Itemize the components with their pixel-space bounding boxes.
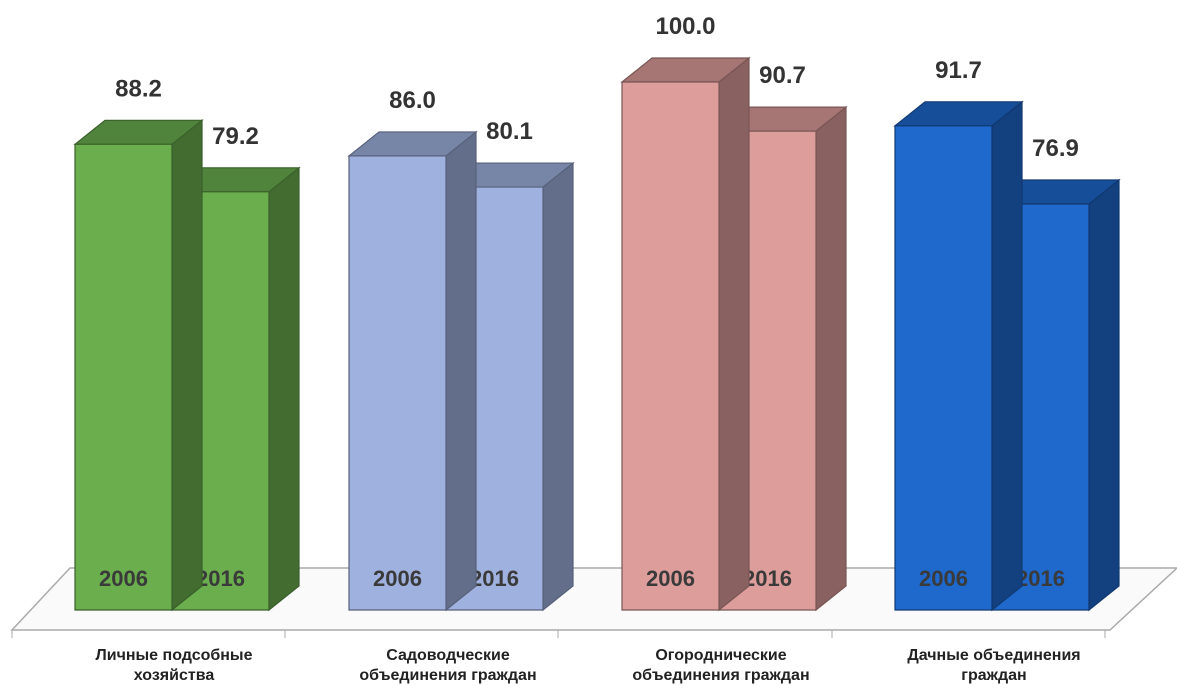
value-label: 79.2	[212, 123, 259, 150]
series-label: 2006	[99, 566, 148, 591]
bar-face	[542, 161, 574, 612]
category-label: граждан	[961, 667, 1026, 684]
floor-ticks	[11, 630, 1106, 638]
category-label: объединения граждан	[632, 667, 809, 684]
category-label: Личные подсобные	[96, 647, 253, 664]
value-label: 86.0	[389, 87, 436, 114]
series-label: 2016	[470, 566, 519, 591]
series-label: 2006	[919, 566, 968, 591]
series-label: 2006	[373, 566, 422, 591]
series-label: 2016	[196, 566, 245, 591]
category-label: Садоводческие	[386, 647, 510, 664]
value-label: 90.7	[759, 62, 806, 89]
category-label: Огороднические	[655, 647, 786, 664]
bar	[620, 56, 751, 612]
bar-face	[621, 81, 720, 611]
series-label: 2006	[646, 566, 695, 591]
category-label: Дачные объединения	[907, 647, 1080, 664]
series-label: 2016	[1016, 566, 1065, 591]
bar-face	[171, 119, 203, 612]
bar-face	[445, 130, 477, 612]
bar-face	[74, 143, 173, 611]
floor	[10, 567, 1177, 631]
category-label: объединения граждан	[359, 667, 536, 684]
bar	[893, 100, 1024, 612]
value-label: 100.0	[655, 13, 715, 40]
bar	[73, 119, 204, 612]
bar-face	[815, 105, 847, 612]
value-label: 91.7	[935, 57, 982, 84]
category-label: хозяйства	[134, 667, 215, 684]
bar-face	[348, 155, 447, 611]
series-label: 2016	[743, 566, 792, 591]
value-label: 88.2	[115, 75, 162, 102]
bar	[347, 130, 478, 612]
value-label: 80.1	[486, 118, 533, 145]
bar-face	[718, 56, 750, 612]
bar-face	[1088, 178, 1120, 612]
bar-face	[894, 125, 993, 611]
value-label: 76.9	[1032, 135, 1079, 162]
bar-face	[991, 100, 1023, 612]
bar-face	[268, 166, 300, 612]
